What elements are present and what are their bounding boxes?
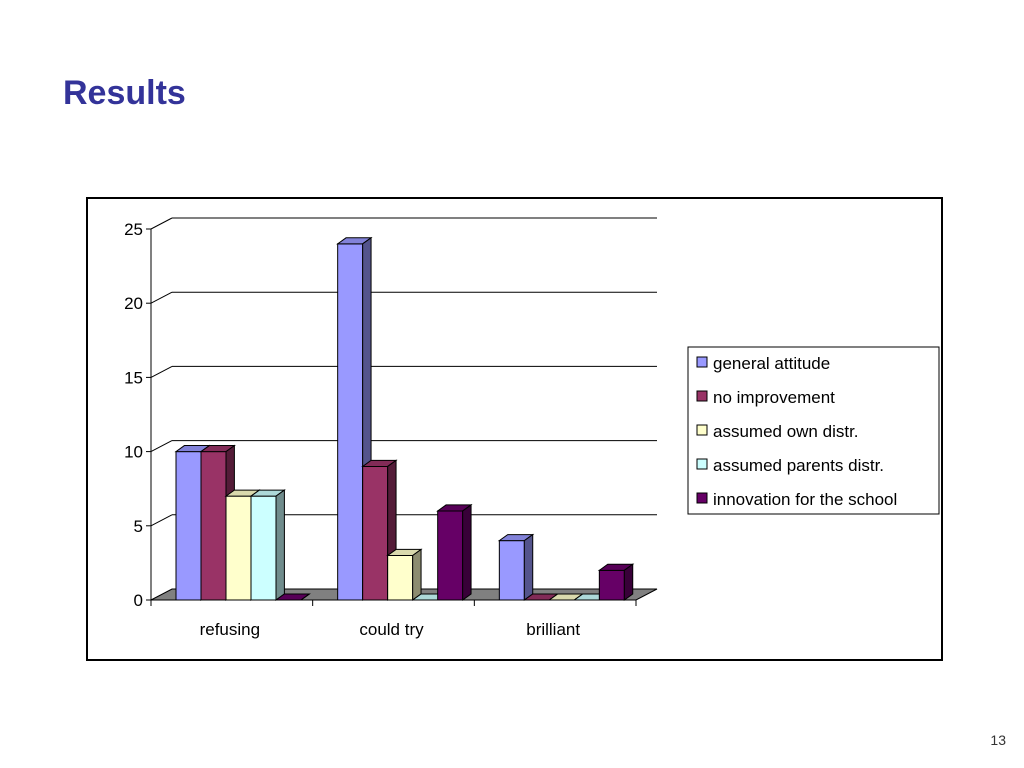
y-tick-label: 15 <box>124 368 143 387</box>
gridline-side <box>150 291 173 304</box>
legend-swatch-assumed-parents-distr <box>696 458 708 470</box>
slide-title: Results <box>63 74 186 112</box>
chart-frame: 0 5 10 15 20 25 refusing could try brilliant gene… <box>86 197 943 661</box>
legend-swatch-assumed-own-distr <box>696 424 708 436</box>
bar-no-improvement-refusing <box>200 451 227 601</box>
x-tick-label: refusing <box>200 620 260 639</box>
y-tick-label: 5 <box>134 517 143 536</box>
bar-innovation-for-the-school-could-try-side <box>462 503 472 601</box>
page-number: 13 <box>990 732 1006 748</box>
bar-assumed-parents-distr-refusing-side <box>275 489 285 601</box>
bar-assumed-own-distr-could-try-side <box>412 548 422 601</box>
gridline-side <box>150 217 173 230</box>
bar-no-improvement-could-try <box>362 465 389 601</box>
gridline-side <box>150 365 173 378</box>
bar-general-attitude-refusing <box>175 451 202 601</box>
bar-innovation-for-the-school-refusing-side <box>300 593 310 601</box>
y-tick-label: 25 <box>124 220 143 239</box>
bar-assumed-parents-distr-refusing <box>250 495 277 601</box>
bar-assumed-own-distr-refusing <box>225 495 252 601</box>
bar-innovation-for-the-school-brilliant <box>598 569 625 601</box>
gridline-side <box>150 514 173 527</box>
legend-label-general-attitude: general attitude <box>713 354 830 373</box>
legend-label-no-improvement: no improvement <box>713 388 835 407</box>
gridline-side <box>150 440 173 453</box>
legend-swatch-no-improvement <box>696 390 708 402</box>
y-tick-label: 10 <box>124 443 143 462</box>
x-tick-label: brilliant <box>526 620 580 639</box>
bar-assumed-own-distr-could-try <box>387 554 414 601</box>
bar-general-attitude-brilliant-side <box>523 533 534 601</box>
bar-innovation-for-the-school-could-try <box>437 510 464 601</box>
legend-swatch-innovation-for-the-school <box>696 492 708 504</box>
legend-box <box>687 346 940 515</box>
legend-label-assumed-own-distr: assumed own distr. <box>713 422 859 441</box>
legend-swatch-general-attitude <box>696 356 708 368</box>
bar-innovation-for-the-school-brilliant-side <box>623 563 634 601</box>
legend-label-assumed-parents-distr: assumed parents distr. <box>713 456 884 475</box>
y-tick-label: 20 <box>124 294 143 313</box>
legend-label-innovation-for-the-school: innovation for the school <box>713 490 897 509</box>
bar-general-attitude-brilliant <box>498 540 525 601</box>
y-tick-label: 0 <box>134 591 143 610</box>
bar-chart: 0 5 10 15 20 25 refusing could try brilliant gene… <box>124 217 940 639</box>
x-tick-label: could try <box>359 620 424 639</box>
bar-general-attitude-could-try <box>337 243 364 601</box>
